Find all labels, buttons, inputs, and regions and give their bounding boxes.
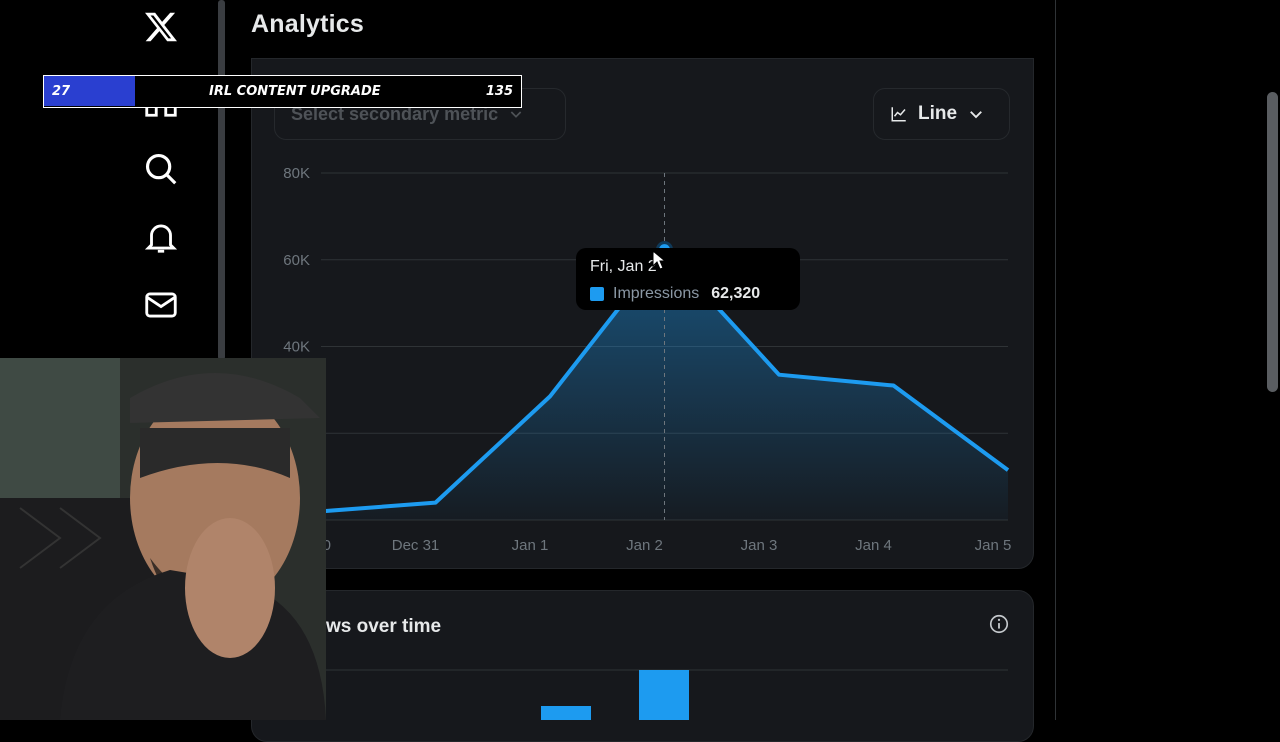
views-bar-chart	[321, 669, 1008, 720]
x-tick-label: Jan 2	[626, 537, 663, 554]
tooltip-date: Fri, Jan 2	[590, 258, 657, 275]
y-tick-label: 60K	[283, 252, 310, 269]
tooltip-series-label: Impressions	[613, 285, 700, 302]
chart-tooltip: Fri, Jan 2 Impressions 62,320	[576, 248, 800, 310]
x-tick-label: Dec 31	[392, 537, 440, 554]
column-divider	[1055, 0, 1056, 720]
sidebar-scrollbar[interactable]	[218, 0, 225, 360]
chevron-down-icon	[510, 111, 522, 118]
streamer-webcam	[0, 358, 326, 720]
x-tick-label: Jan 1	[512, 537, 549, 554]
line-chart-icon	[891, 107, 906, 122]
info-icon[interactable]	[988, 613, 1010, 635]
y-tick-label: 40K	[283, 339, 310, 356]
mail-icon[interactable]	[142, 286, 180, 324]
tooltip-series-swatch	[590, 287, 604, 301]
chevron-down-icon	[970, 111, 982, 119]
tooltip-series-value: 62,320	[711, 285, 761, 302]
x-tick-label: Jan 4	[855, 537, 892, 554]
chart-type-select[interactable]: Line	[873, 88, 1010, 140]
x-tick-label: Jan 5	[975, 537, 1012, 554]
y-tick-label: 80K	[283, 165, 310, 182]
goal-current-count: 27	[44, 76, 135, 106]
bell-icon[interactable]	[142, 218, 180, 256]
goal-target-count: 135	[485, 83, 513, 99]
mouse-cursor-icon	[652, 250, 666, 270]
page-scrollbar[interactable]	[1267, 92, 1278, 392]
x-logo-icon[interactable]	[142, 8, 180, 46]
x-tick-label: Jan 3	[741, 537, 778, 554]
secondary-metric-placeholder: Select secondary metric	[291, 103, 499, 124]
bar[interactable]	[541, 706, 591, 720]
goal-title: IRL CONTENT UPGRADE	[209, 83, 381, 99]
page-title: Analytics	[251, 10, 364, 38]
bar[interactable]	[639, 670, 689, 720]
card2-title: ws over time	[326, 616, 442, 637]
stream-goal-bar: 27 IRL CONTENT UPGRADE 135	[43, 75, 522, 108]
search-icon[interactable]	[142, 150, 180, 188]
chart-type-label: Line	[918, 103, 958, 124]
